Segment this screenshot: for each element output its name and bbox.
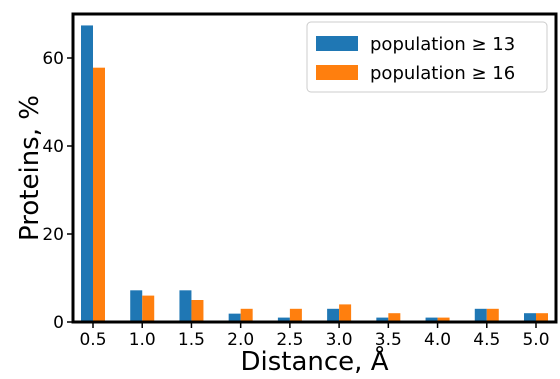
bar-2-3.0	[339, 304, 352, 322]
x-tick-label: 4.5	[473, 330, 500, 350]
bars-layer	[81, 25, 548, 323]
bar-2-4.0	[437, 317, 450, 322]
legend-swatch-2	[316, 65, 358, 80]
bar-2-4.5	[486, 308, 499, 322]
x-tick-label: 1.5	[178, 330, 205, 350]
x-tick-label: 5.0	[522, 330, 549, 350]
x-tick-label: 3.5	[375, 330, 402, 350]
legend-label-2: population ≥ 16	[370, 63, 515, 84]
plot-frame	[71, 12, 558, 324]
bar-2-5.0	[536, 313, 548, 322]
bar-1-1.0	[130, 290, 143, 322]
bar-2-1.5	[191, 300, 204, 322]
x-tick-label: 0.5	[79, 330, 106, 350]
bar-1-1.5	[179, 290, 192, 322]
x-axis-title: Distance, Å	[240, 345, 388, 375]
y-axis-title: Proteins, %	[15, 95, 45, 241]
bar-2-0.5	[93, 67, 105, 323]
bar-2-2.5	[289, 308, 302, 322]
x-tick-label: 1.0	[129, 330, 156, 350]
bar-1-2.0	[228, 313, 241, 322]
legend-label-1: population ≥ 13	[370, 34, 515, 55]
bar-2-3.5	[388, 313, 401, 322]
axes-layer: 0 20 40 60 0.5 1.0 1.5 2.0 2.5 3.0 3.5 4.0 4.5 5.0	[42, 12, 558, 350]
bar-1-4.0	[425, 317, 438, 322]
x-tick-label: 2.5	[276, 330, 303, 350]
legend-box	[306, 21, 548, 93]
y-tick-label: 60	[42, 49, 64, 69]
y-tick-label: 20	[42, 225, 64, 245]
x-tick-label: 3.0	[326, 330, 353, 350]
y-tick-label: 0	[53, 313, 64, 333]
bar-1-2.5	[277, 317, 290, 322]
bar-1-5.0	[524, 313, 536, 322]
legend-swatch-1	[316, 36, 358, 51]
bar-1-4.5	[474, 308, 487, 322]
chart-legend: population ≥ 13 population ≥ 16	[306, 21, 548, 93]
bar-1-3.5	[376, 317, 389, 322]
y-tick-label: 40	[42, 137, 64, 157]
bar-1-3.0	[327, 308, 340, 322]
bar-2-2.0	[240, 308, 253, 322]
bar-2-1.0	[142, 295, 155, 322]
x-tick-label: 4.0	[424, 330, 451, 350]
x-tick-label: 2.0	[227, 330, 254, 350]
bar-1-0.5	[81, 25, 93, 322]
